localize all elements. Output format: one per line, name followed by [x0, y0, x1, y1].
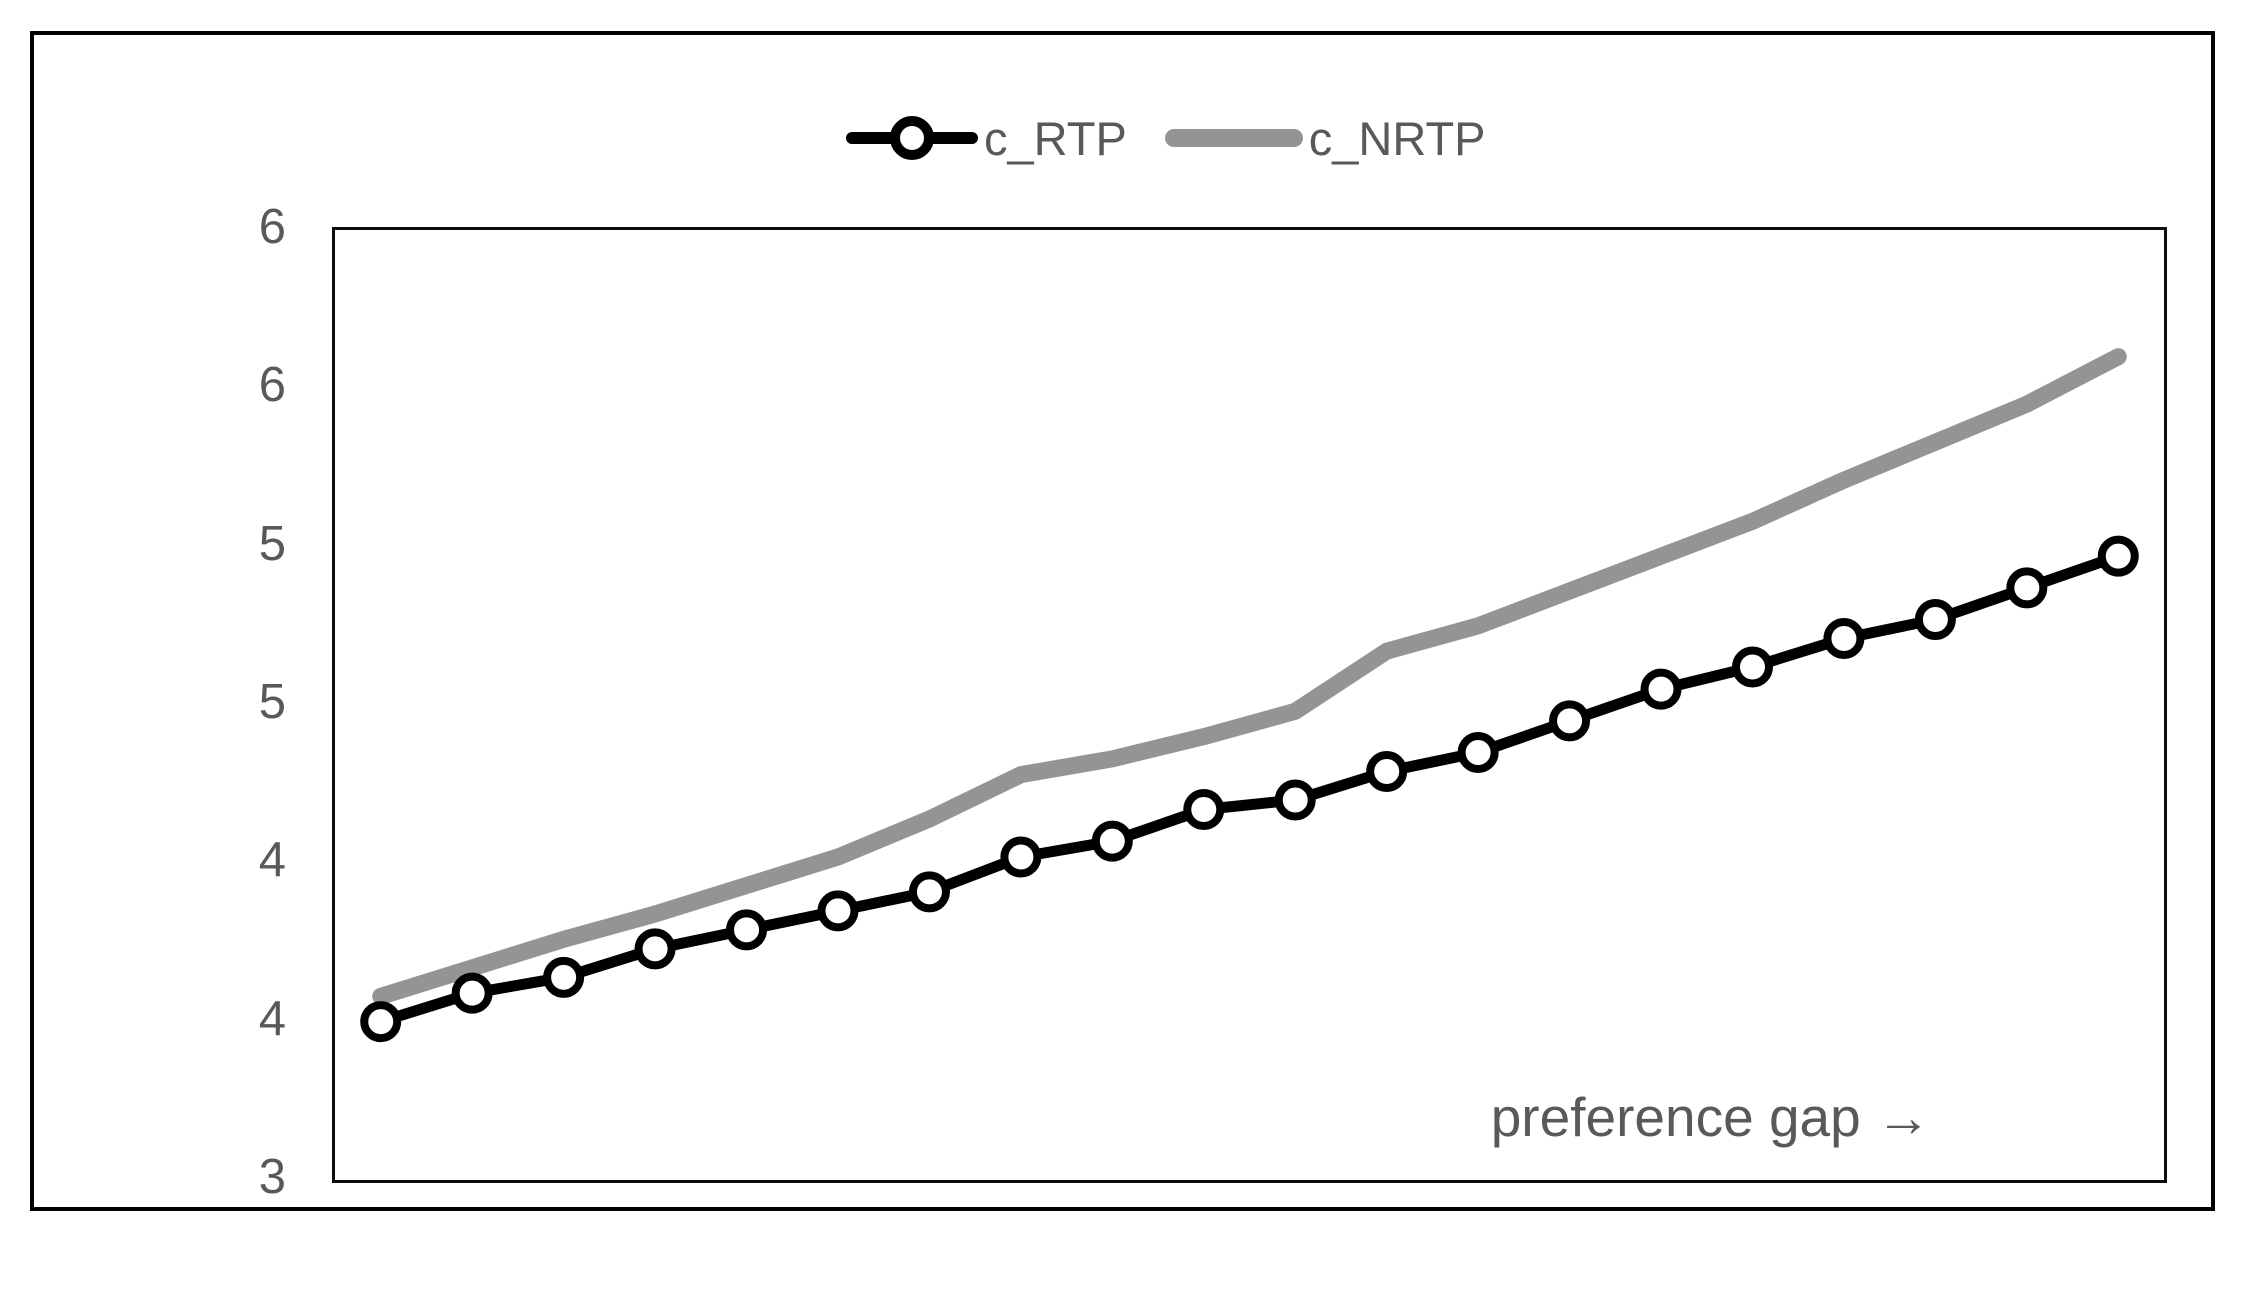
chart-plot-area [332, 227, 2167, 1183]
series-plot-svg [360, 348, 2139, 1043]
y-axis-tick-label: 4 [258, 991, 286, 1046]
data-point-marker-c_RTP [817, 890, 859, 932]
circle-marker-icon [890, 116, 934, 160]
legend-swatch-c-rtp [846, 116, 978, 160]
chart-legend: c_RTP c_NRTP [846, 107, 1486, 169]
annotation-preference-gap: preference gap → [1490, 1086, 1931, 1148]
data-point-marker-c_RTP [1091, 820, 1133, 862]
legend-item-c-nrtp[interactable]: c_NRTP [1164, 111, 1486, 165]
y-axis-tick-label: 5 [258, 516, 286, 571]
y-axis-tick-label: 5 [258, 675, 286, 729]
data-point-marker-c_RTP [360, 1001, 402, 1043]
legend-label-c-rtp: c_RTP [984, 111, 1127, 165]
data-point-marker-c_RTP [451, 972, 493, 1014]
data-point-marker-c_RTP [1366, 751, 1408, 792]
legend-swatch-c-nrtp [1164, 129, 1303, 147]
data-point-marker-c_RTP [1000, 836, 1042, 878]
data-point-marker-c_RTP [726, 909, 768, 951]
data-point-marker-c_RTP [1731, 646, 1773, 688]
data-point-marker-c_RTP [1274, 779, 1316, 821]
legend-label-c-nrtp: c_NRTP [1308, 111, 1486, 165]
data-point-marker-c_RTP [634, 928, 676, 970]
y-axis-tick-label: 6 [258, 358, 286, 413]
data-point-marker-c_RTP [1549, 700, 1591, 742]
y-axis-tick-label: 6 [258, 200, 286, 254]
data-point-marker-c_RTP [908, 871, 950, 913]
data-point-marker-c_RTP [1914, 599, 1956, 640]
y-axis-tick-label: 3 [258, 1150, 286, 1204]
data-point-marker-c_RTP [2006, 567, 2048, 609]
data-point-marker-c_RTP [1183, 789, 1225, 830]
y-axis-tick-label: 4 [258, 833, 286, 888]
series-line-c_NRTP [372, 348, 2127, 1005]
figure-frame: 3 4 4 5 5 6 6 c_RTP c_NRTP preference gap → [30, 31, 2215, 1211]
data-point-marker-c_RTP [1640, 668, 1682, 710]
y-axis: 3 4 4 5 5 6 6 [124, 35, 286, 1290]
legend-item-c-rtp[interactable]: c_RTP [846, 115, 1127, 162]
data-point-marker-c_RTP [1823, 618, 1865, 659]
data-point-marker-c_RTP [2097, 535, 2139, 577]
data-point-marker-c_RTP [543, 956, 585, 998]
data-point-marker-c_RTP [1457, 732, 1499, 773]
